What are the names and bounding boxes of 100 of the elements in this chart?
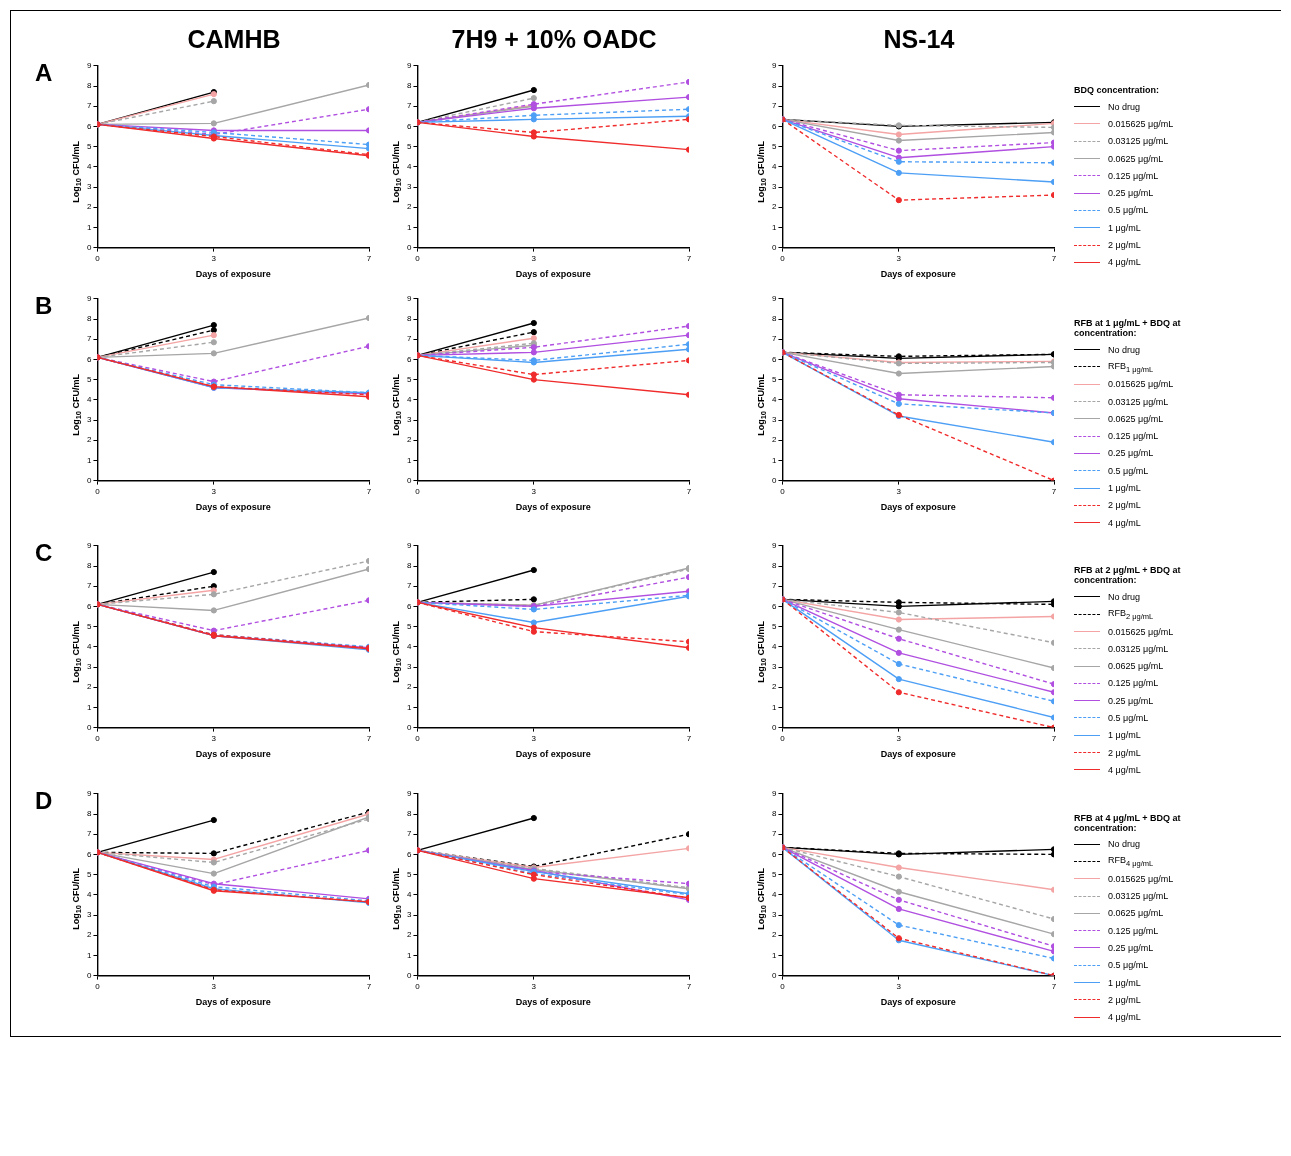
- x-axis-title: Days of exposure: [515, 269, 591, 280]
- y-tick-label: 9: [772, 541, 777, 551]
- legend-label: 0.015625 μg/mL: [1108, 873, 1174, 884]
- y-tick-label: 7: [772, 581, 777, 591]
- y-tick-label: 4: [87, 162, 92, 171]
- y-tick-label: 9: [772, 788, 777, 798]
- y-tick-label: 0: [407, 723, 412, 733]
- y-tick-label: 6: [87, 354, 92, 364]
- x-tick-label: 3: [531, 486, 537, 496]
- legend-label: 0.5 μg/mL: [1108, 205, 1149, 216]
- chart-title: CAMHB: [186, 24, 282, 55]
- y-tick-label: 4: [87, 642, 92, 652]
- y-tick-label: 2: [87, 202, 92, 212]
- x-tick-label: 0: [95, 486, 101, 496]
- legend-label: RFB$_{4 μg/mL}$: [1108, 855, 1154, 868]
- y-tick-label: 7: [87, 334, 92, 344]
- y-tick-label: 2: [87, 682, 92, 692]
- legend-label: 2 μg/mL: [1108, 500, 1141, 511]
- x-tick-label: 3: [211, 981, 217, 991]
- legend-label: 0.0625 μg/mL: [1108, 908, 1164, 919]
- x-tick-label: 3: [531, 981, 537, 991]
- y-tick-label: 9: [87, 541, 92, 551]
- y-tick-label: 4: [407, 889, 412, 899]
- y-tick-label: 6: [772, 121, 777, 131]
- x-tick-label: 7: [1051, 486, 1057, 496]
- y-tick-label: 2: [772, 682, 777, 692]
- x-axis-title: Days of exposure: [195, 502, 271, 513]
- legend-label: 4 μg/mL: [1108, 257, 1141, 268]
- y-tick-label: 9: [87, 61, 92, 70]
- y-tick-label: 2: [407, 929, 412, 939]
- x-tick-label: 0: [415, 733, 421, 743]
- y-tick-label: 7: [87, 581, 92, 591]
- y-tick-label: 4: [407, 395, 412, 404]
- legend-label: 4 μg/mL: [1108, 1012, 1141, 1023]
- legend-label: 4 μg/mL: [1108, 764, 1141, 775]
- y-tick-label: 6: [87, 849, 92, 859]
- y-tick-label: 6: [87, 121, 92, 131]
- x-tick-label: 7: [1051, 733, 1057, 743]
- legend-label: 0.125 μg/mL: [1108, 170, 1159, 181]
- legend-label: 0.03125 μg/mL: [1108, 136, 1169, 147]
- y-tick-label: 0: [772, 475, 777, 485]
- x-tick-label: 7: [686, 981, 692, 991]
- y-tick-label: 6: [407, 354, 412, 364]
- y-tick-label: 6: [407, 601, 412, 611]
- legend-label: 1 μg/mL: [1108, 977, 1141, 988]
- y-tick-label: 9: [407, 788, 412, 798]
- y-tick-label: 9: [407, 61, 412, 70]
- y-tick-label: 3: [407, 662, 412, 672]
- y-tick-label: 2: [772, 202, 777, 212]
- y-tick-label: 6: [407, 849, 412, 859]
- legend-title: RFB at 2 μg/mL + BDQ at concentration:: [1074, 565, 1182, 586]
- y-tick-label: 3: [87, 909, 92, 919]
- y-tick-label: 0: [87, 242, 92, 252]
- y-tick-label: 7: [87, 101, 92, 111]
- y-tick-label: 5: [87, 622, 92, 632]
- x-tick-label: 7: [366, 733, 372, 743]
- text: D: [35, 786, 53, 815]
- y-tick-label: 7: [87, 828, 92, 838]
- y-tick-label: 2: [87, 929, 92, 939]
- y-tick-label: 2: [772, 929, 777, 939]
- y-tick-label: 5: [772, 141, 777, 151]
- legend-label: 0.03125 μg/mL: [1108, 396, 1169, 407]
- legend-label: 0.25 μg/mL: [1108, 188, 1154, 199]
- y-tick-label: 0: [87, 970, 92, 980]
- x-tick-label: 3: [896, 733, 902, 743]
- y-tick-label: 7: [772, 334, 777, 344]
- x-tick-label: 3: [211, 733, 217, 743]
- y-tick-label: 8: [407, 81, 412, 91]
- y-tick-label: 1: [772, 950, 777, 960]
- y-tick-label: 8: [772, 808, 777, 818]
- legend-label: 0.25 μg/mL: [1108, 942, 1154, 953]
- y-tick-label: 8: [407, 808, 412, 818]
- legend-label: No drug: [1108, 344, 1141, 355]
- legend-label: 2 μg/mL: [1108, 747, 1141, 758]
- x-tick-label: 3: [531, 733, 537, 743]
- y-tick-label: 7: [407, 101, 412, 111]
- legend-label: 0.015625 μg/mL: [1108, 379, 1174, 390]
- y-tick-label: 5: [87, 869, 92, 879]
- x-axis-title: Days of exposure: [515, 749, 591, 760]
- y-tick-label: 1: [772, 455, 777, 465]
- x-tick-label: 3: [211, 486, 217, 496]
- legend-label: 0.03125 μg/mL: [1108, 643, 1169, 654]
- y-tick-label: 1: [87, 455, 92, 465]
- y-tick-label: 6: [772, 601, 777, 611]
- y-tick-label: 1: [407, 702, 412, 712]
- text: B: [35, 292, 53, 320]
- x-tick-label: 0: [415, 253, 421, 263]
- x-tick-label: 7: [1051, 981, 1057, 991]
- legend-label: 0.0625 μg/mL: [1108, 661, 1164, 672]
- chart-title: 7H9 + 10% OADC: [450, 24, 658, 55]
- legend-label: No drug: [1108, 591, 1141, 602]
- y-tick-label: 2: [407, 202, 412, 212]
- x-tick-label: 7: [366, 486, 372, 496]
- y-tick-label: 3: [772, 182, 777, 192]
- legend-title: RFB at 4 μg/mL + BDQ at concentration:: [1074, 812, 1182, 833]
- legend-label: 1 μg/mL: [1108, 222, 1141, 233]
- y-tick-label: 4: [87, 889, 92, 899]
- x-tick-label: 7: [686, 253, 692, 263]
- legend-label: RFB$_{2 μg/mL}$: [1108, 607, 1154, 621]
- legend-label: RFB$_{1 μg/mL}$: [1108, 360, 1154, 374]
